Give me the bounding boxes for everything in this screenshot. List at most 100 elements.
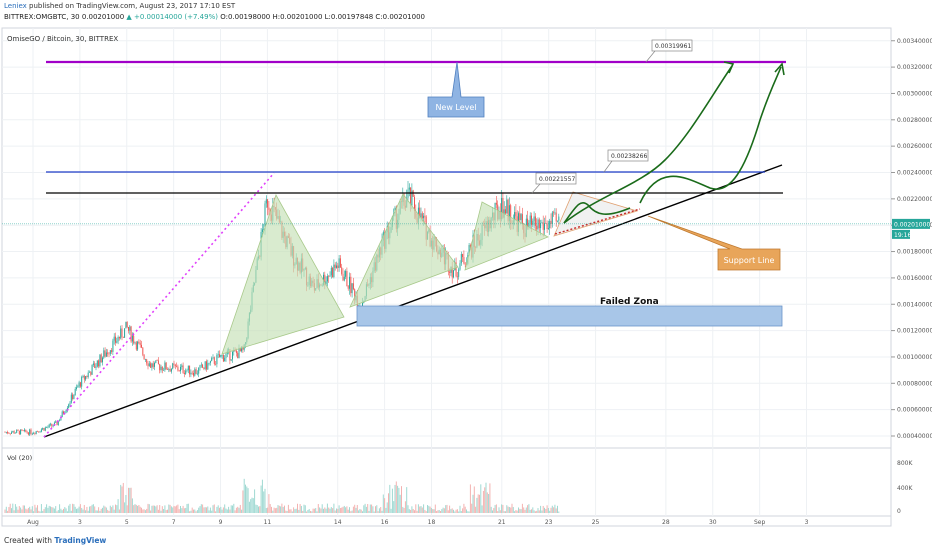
candle-body [164, 362, 166, 370]
volume-bar [463, 503, 465, 513]
volume-bar [286, 510, 288, 513]
candle-body [203, 367, 205, 369]
volume-bar [200, 504, 202, 513]
volume-bar [324, 507, 326, 513]
volume-bar [425, 511, 427, 513]
author-link[interactable]: Leniex [4, 2, 27, 10]
candle-body [531, 215, 532, 225]
candle-body [38, 431, 40, 432]
volume-bar [274, 508, 276, 513]
candle-body [414, 196, 415, 212]
candle-body [21, 429, 23, 431]
volume-bar [217, 505, 219, 513]
candle-body [99, 354, 101, 367]
volume-bar [27, 507, 29, 513]
volume-bar [440, 510, 441, 513]
volume-bar [438, 509, 440, 513]
volume-bar [546, 505, 548, 513]
candle-body [143, 354, 145, 360]
volume-bar [503, 511, 505, 513]
candle-body [460, 254, 462, 264]
failed-zone-label: Failed Zona [600, 297, 659, 307]
volume-bar [519, 508, 521, 513]
candle-body [120, 328, 122, 339]
volume-bar [381, 510, 383, 513]
volume-bar [57, 510, 59, 513]
candle-body [462, 254, 464, 258]
volume-bar [255, 504, 257, 513]
pattern-triangle [221, 194, 345, 355]
volume-bar [64, 507, 66, 513]
volume-bar [525, 507, 527, 513]
volume-bar [458, 511, 460, 513]
volume-bar [174, 506, 176, 513]
price-tick-label: 0.00220000 [897, 196, 932, 203]
volume-bar [371, 504, 373, 513]
volume-bar [230, 505, 232, 513]
candle-body [339, 258, 341, 268]
volume-bar [380, 507, 382, 513]
volume-bar [432, 509, 434, 513]
volume-bar [416, 510, 418, 513]
volume-bar [69, 503, 71, 513]
volume-bar [399, 494, 401, 513]
volume-bar [81, 507, 83, 513]
candle-body [44, 427, 46, 431]
volume-bar [55, 506, 57, 513]
volume-bar [115, 504, 116, 513]
candle-body [232, 351, 233, 360]
candle-body [207, 363, 209, 370]
volume-bar [434, 504, 436, 513]
volume-bar [419, 506, 421, 513]
volume-bar [113, 509, 115, 513]
candle-body [206, 361, 207, 370]
price-tick-label: 0.00080000 [897, 380, 932, 387]
volume-bar [46, 504, 48, 513]
volume-bar [469, 484, 471, 513]
volume-bar [317, 504, 319, 513]
new-level-callout [427, 61, 485, 118]
volume-bar [330, 507, 332, 513]
volume-bar [404, 501, 406, 513]
tag-pointer [603, 160, 613, 173]
volume-bar [199, 506, 201, 513]
candle-body [129, 326, 131, 331]
candle-body [141, 344, 142, 348]
candle-body [156, 360, 158, 361]
candle-body [267, 199, 269, 208]
price-tick-label: 0.00140000 [897, 301, 932, 308]
time-axis[interactable]: Aug 3 5 7 9 11 14 16 18 21 23 25 28 30 Sep 3 [27, 519, 808, 526]
candle-body [220, 355, 222, 358]
candle-body [68, 404, 70, 408]
volume-bar [111, 507, 113, 513]
candle-body [239, 347, 241, 352]
candle-body [213, 357, 215, 364]
volume-bar [406, 487, 408, 513]
volume-bar [276, 507, 278, 513]
volume-bar [480, 484, 482, 513]
price-axis[interactable]: 0.00340000 0.00320000 0.00300000 0.00280000… [2, 38, 932, 515]
candle-body [349, 276, 350, 289]
ohlc-values: O:0.00198000 H:0.00201000 L:0.00197848 C… [220, 13, 425, 21]
volume-bar [135, 504, 137, 513]
candle-body [345, 270, 347, 277]
candle-body [507, 199, 509, 222]
volume-bar [403, 507, 405, 513]
volume-bar [527, 505, 529, 513]
candle-body [8, 433, 10, 434]
volume-bar [235, 507, 237, 513]
volume-bar [137, 505, 139, 513]
volume-bar [395, 481, 397, 513]
candle-body [510, 205, 512, 224]
tradingview-logo[interactable]: TradingView [54, 536, 107, 545]
volume-bar [551, 505, 553, 513]
volume-bar [34, 504, 36, 513]
volume-bar [541, 510, 543, 513]
volume-bar [512, 507, 514, 513]
volume-bar [391, 488, 393, 513]
volume-bar [291, 511, 293, 513]
volume-bar [268, 494, 270, 513]
arrowhead-1 [723, 61, 735, 74]
volume-bar [447, 510, 449, 513]
